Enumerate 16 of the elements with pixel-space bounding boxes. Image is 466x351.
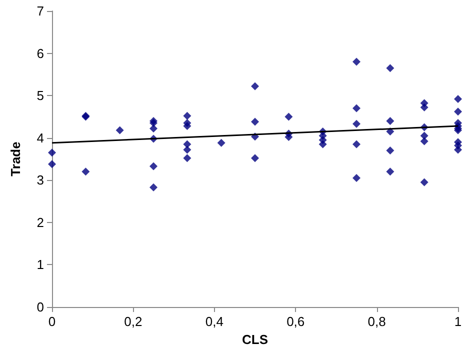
x-tick-label: 0,2 — [124, 314, 142, 329]
y-tick-label: 2 — [36, 214, 44, 230]
x-axis-title: CLS — [242, 332, 268, 347]
y-tick-label: 0 — [36, 300, 44, 314]
y-tick-label: 4 — [36, 130, 44, 146]
y-tick-label: 6 — [36, 46, 44, 61]
x-tick-label: 1 — [454, 314, 462, 329]
y-tick-label: 3 — [36, 172, 44, 188]
x-tick-label: 0,8 — [368, 314, 386, 329]
x-tick-label: 0,6 — [286, 314, 305, 329]
x-tick-label: 0 — [48, 314, 56, 329]
x-tick-label: 0,4 — [205, 314, 224, 329]
y-tick-label: 5 — [36, 88, 44, 104]
y-axis-title: Trade — [8, 142, 23, 176]
y-tick-label: 7 — [36, 4, 44, 18]
y-tick-label: 1 — [36, 257, 44, 272]
